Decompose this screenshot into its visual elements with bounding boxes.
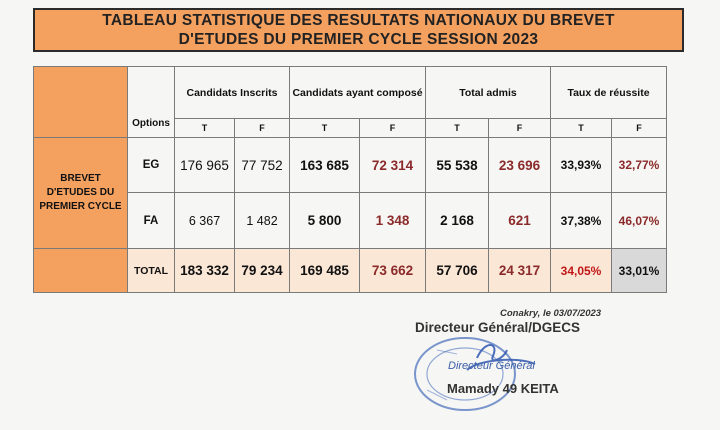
inscrits-header: Candidats Inscrits (174, 66, 290, 119)
place-date: Conakry, le 03/07/2023 (500, 308, 602, 319)
table-row-total: TOTAL 183 332 79 234 169 485 73 662 57 7… (33, 248, 667, 293)
option-label: EG (127, 137, 175, 193)
taux-header: Taux de réussite (550, 66, 667, 119)
total-corner-cell (33, 248, 128, 293)
subheader-cell: F (234, 118, 290, 138)
cell-admis-t: 55 538 (425, 137, 489, 193)
cell-inscrits-f: 1 482 (234, 192, 290, 249)
signature-title: Directeur Général/DGECS (415, 320, 581, 335)
cell-inscrits-f: 77 752 (234, 137, 290, 193)
total-label: TOTAL (127, 248, 175, 293)
official-stamp-icon (414, 337, 536, 411)
cell-taux-f: 46,07% (611, 192, 667, 249)
table-row-fa: FA 6 367 1 482 5 800 1 348 2 168 621 37,… (34, 192, 667, 249)
cell-inscrits-f: 79 234 (234, 248, 290, 293)
option-label: FA (127, 192, 175, 249)
options-header: Options (127, 66, 175, 138)
cell-taux-t: 34,05% (550, 248, 612, 293)
title-banner: TABLEAU STATISTIQUE DES RESULTATS NATION… (33, 8, 684, 52)
composes-header: Candidats ayant composé (289, 66, 426, 119)
subheader-cell: F (611, 118, 667, 138)
cell-composes-t: 5 800 (289, 192, 360, 249)
cell-composes-f: 73 662 (359, 248, 426, 293)
cell-inscrits-t: 176 965 (174, 137, 235, 193)
cell-composes-t: 163 685 (289, 137, 360, 193)
cell-admis-t: 57 706 (425, 248, 489, 293)
cell-admis-f: 23 696 (488, 137, 551, 193)
stamp-text: Directeur Général (448, 360, 535, 372)
results-table: Options Candidats Inscrits Candidats aya… (33, 66, 667, 293)
subheader-cell: T (550, 118, 612, 138)
cell-admis-f: 621 (488, 192, 551, 249)
cell-inscrits-t: 183 332 (174, 248, 235, 293)
cell-admis-f: 24 317 (488, 248, 551, 293)
cell-taux-f: 33,01% (611, 248, 667, 293)
table-row-eg: BREVET D'ETUDES DU PREMIER CYCLE EG 176 … (33, 137, 667, 249)
admis-header: Total admis (425, 66, 551, 119)
row-group-label: BREVET D'ETUDES DU PREMIER CYCLE (33, 137, 128, 249)
corner-cell (33, 66, 128, 138)
subheader-cell: T (289, 118, 360, 138)
cell-taux-t: 33,93% (550, 137, 612, 193)
cell-taux-f: 32,77% (611, 137, 667, 193)
signer-name: Mamady 49 KEITA (447, 381, 559, 396)
subheader-cell: F (359, 118, 426, 138)
subheader-cell: F (488, 118, 551, 138)
cell-composes-t: 169 485 (289, 248, 360, 293)
subheader-row: T F T F T F T F (34, 118, 667, 138)
cell-admis-t: 2 168 (425, 192, 489, 249)
page-title: TABLEAU STATISTIQUE DES RESULTATS NATION… (102, 12, 615, 48)
cell-composes-f: 1 348 (359, 192, 426, 249)
cell-inscrits-t: 6 367 (174, 192, 235, 249)
header-row: Options Candidats Inscrits Candidats aya… (33, 66, 667, 138)
cell-taux-t: 37,38% (550, 192, 612, 249)
cell-composes-f: 72 314 (359, 137, 426, 193)
subheader-cell: T (425, 118, 489, 138)
subheader-cell: T (174, 118, 235, 138)
